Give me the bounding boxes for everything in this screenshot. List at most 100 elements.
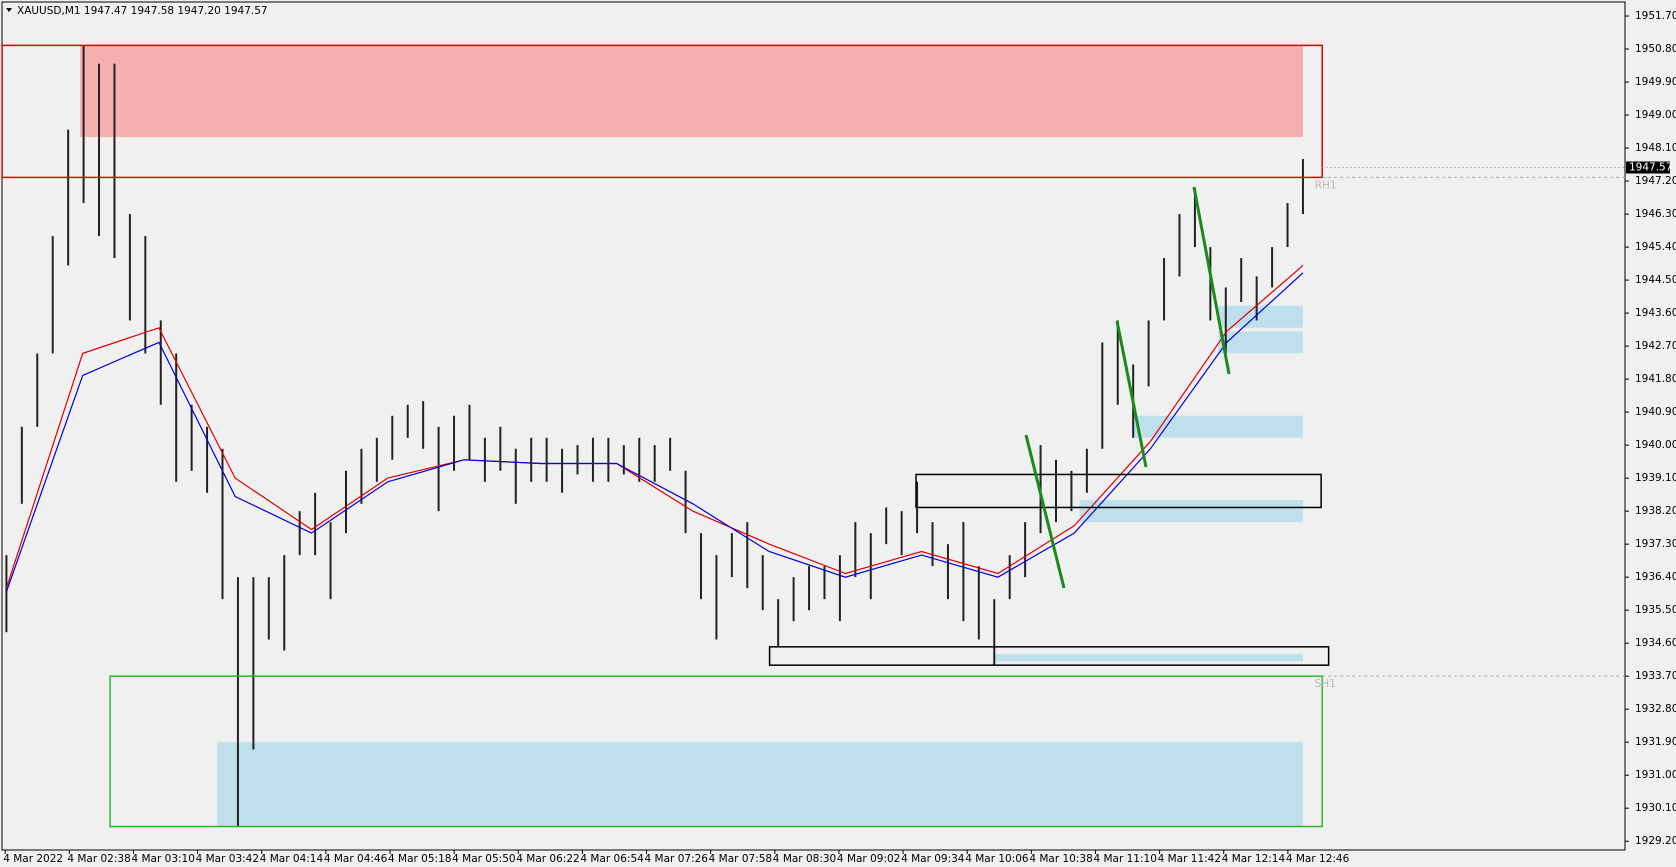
price-bar [1178,214,1181,277]
x-tick-label: 4 Mar 05:50 [452,853,515,865]
y-tick-label: 1938.20 [1635,505,1676,517]
zone-outline [915,473,1322,509]
price-bar [545,437,548,482]
price-bar [591,437,594,482]
price-bar [499,426,502,471]
y-tick-label: 1935.50 [1635,604,1676,616]
y-tick-label: 1951.70 [1635,10,1676,22]
zone-outline [109,675,1323,828]
y-tick-label: 1929.20 [1635,835,1676,847]
price-bar [1085,448,1088,493]
zone-fill [80,45,1303,138]
x-tick-label: 4 Mar 12:14 [1222,853,1286,865]
price-bar [314,492,317,556]
price-bar [1163,258,1166,321]
price-bar [622,445,625,475]
price-bar [375,437,378,482]
y-tick-label: 1940.00 [1635,439,1676,451]
price-bar [236,577,239,827]
trendline [1192,186,1231,375]
y-tick-label: 1945.40 [1635,241,1676,253]
x-tick-label: 4 Mar 04:14 [260,853,324,865]
price-bar [1271,247,1274,288]
price-bar [946,544,949,600]
price-bar [1070,470,1073,512]
price-bar [252,577,255,750]
price-bar [1301,159,1304,215]
x-tick-label: 4 Mar 05:18 [388,853,451,865]
x-tick-label: 4 Mar 10:06 [965,853,1029,865]
y-tick-label: 1933.70 [1635,670,1676,682]
price-bar [653,445,656,482]
price-bar [669,437,672,471]
price-bar [468,404,471,460]
price-bar [715,555,718,640]
price-bar [437,426,440,512]
level-label: SH1 [1315,678,1336,690]
price-bar [1255,276,1258,321]
x-tick-label: 4 Mar 12:46 [1286,853,1350,865]
y-tick-label: 1944.50 [1635,274,1676,286]
y-tick-label: 1949.00 [1635,109,1676,121]
y-tick-label: 1946.30 [1635,208,1676,220]
price-bar [453,415,456,471]
price-bar [190,404,193,471]
price-bar [1055,459,1058,523]
price-bar [36,353,39,427]
y-tick-label: 1931.90 [1635,736,1676,748]
price-bar [792,577,795,622]
price-bar [329,522,332,600]
price-bar [1147,320,1150,387]
price-bar [1209,247,1212,321]
price-bar [406,404,409,438]
x-tick-label: 4 Mar 11:10 [1093,853,1156,865]
level-label: RH1 [1315,179,1337,191]
moving-average [5,272,1304,592]
price-bar [344,470,347,534]
trendline [1115,320,1148,468]
price-bar [5,555,8,633]
price-bar [561,448,564,493]
price-bar [530,437,533,482]
y-tick-label: 1934.60 [1635,637,1676,649]
x-tick-label: 4 Mar 10:38 [1029,853,1092,865]
price-bar [267,577,270,640]
y-tick-label: 1932.80 [1635,703,1676,715]
price-bar [761,555,764,611]
price-bar [51,236,54,354]
price-bar [684,470,687,534]
last-price-box [1626,161,1670,174]
price-bar [823,566,826,600]
zone-fill [994,654,1303,662]
price-bar [1101,342,1104,449]
price-bar [67,129,70,266]
price-bar [1240,258,1243,303]
price-bar [514,448,517,504]
menu-arrow[interactable] [6,8,12,12]
price-bar [808,566,811,611]
zone-fill [216,742,1303,827]
price-bar [746,522,749,589]
y-tick-label: 1931.00 [1635,769,1676,781]
price-bar [98,63,101,237]
price-bar [1116,320,1119,405]
price-bar [360,448,363,504]
zone-fill [1079,500,1303,523]
price-bar [1224,287,1227,354]
price-bar [483,437,486,482]
price-bar [962,522,965,622]
x-tick-label: 4 Mar 06:22 [516,853,579,865]
plot-frame [1,1,1626,851]
x-tick-label: 4 Mar 08:30 [773,853,836,865]
price-bar [20,426,23,504]
price-bar [1024,522,1027,578]
moving-average [5,264,1304,589]
last-price-label: 1947.57 [1629,161,1672,173]
price-bar [298,511,301,556]
zone-fill [1218,331,1303,354]
price-bar [1286,203,1289,248]
y-tick-label: 1937.30 [1635,538,1676,550]
price-bar [422,401,425,449]
x-tick-label: 4 Mar 03:10 [131,853,194,865]
